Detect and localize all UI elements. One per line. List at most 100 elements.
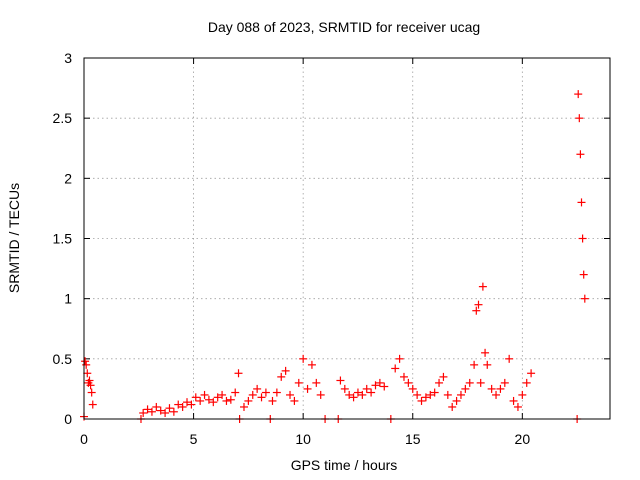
data-point <box>316 390 325 399</box>
x-tick-label: 0 <box>80 431 88 447</box>
data-point <box>231 388 240 397</box>
data-point <box>509 396 518 405</box>
data-point <box>413 390 422 399</box>
data-point <box>196 396 205 405</box>
data-point <box>234 369 243 378</box>
y-tick-label: 1.5 <box>53 231 73 247</box>
data-point <box>349 393 358 402</box>
data-point <box>277 372 286 381</box>
data-point <box>200 390 209 399</box>
data-point <box>353 388 362 397</box>
data-point <box>82 360 91 369</box>
data-point <box>165 404 174 413</box>
data-point <box>456 390 465 399</box>
data-point <box>404 378 413 387</box>
data-point <box>522 378 531 387</box>
data-point <box>496 384 505 393</box>
data-point <box>362 384 371 393</box>
data-point <box>86 381 95 390</box>
data-point <box>574 90 583 99</box>
data-point <box>358 390 367 399</box>
data-point <box>261 388 270 397</box>
data-point <box>435 378 444 387</box>
chart-title: Day 088 of 2023, SRMTID for receiver uca… <box>208 19 480 35</box>
data-point <box>178 402 187 411</box>
data-point <box>443 390 452 399</box>
data-point <box>371 381 380 390</box>
x-tick-label: 20 <box>515 431 531 447</box>
data-point <box>513 402 522 411</box>
data-point <box>439 372 448 381</box>
data-point <box>395 354 404 363</box>
data-point <box>218 390 227 399</box>
data-point <box>139 408 148 417</box>
data-point <box>576 150 585 159</box>
data-point <box>417 396 426 405</box>
x-tick-label: 15 <box>405 431 421 447</box>
data-point <box>505 354 514 363</box>
data-point <box>248 390 257 399</box>
x-axis-label: GPS time / hours <box>291 457 398 473</box>
grid-lines <box>84 58 610 419</box>
data-point <box>204 395 213 404</box>
data-point <box>239 402 248 411</box>
data-point <box>161 408 170 417</box>
data-point <box>345 390 354 399</box>
y-axis-label: SRMTID / TECUs <box>6 183 22 293</box>
data-point <box>290 396 299 405</box>
y-tick-label: 0.5 <box>53 351 73 367</box>
data-point <box>143 405 152 414</box>
data-point <box>87 388 96 397</box>
data-point <box>579 270 588 279</box>
data-point <box>465 378 474 387</box>
data-point <box>580 294 589 303</box>
data-point <box>299 354 308 363</box>
y-tick-label: 2.5 <box>53 110 73 126</box>
x-tick-label: 5 <box>190 431 198 447</box>
data-point <box>156 406 165 415</box>
data-point <box>478 282 487 291</box>
data-point <box>527 369 536 378</box>
data-point <box>312 378 321 387</box>
data-point <box>303 384 312 393</box>
data-point <box>340 384 349 393</box>
data-point <box>426 390 435 399</box>
y-tick-label: 1 <box>64 291 72 307</box>
data-point <box>88 400 97 409</box>
data-point <box>474 300 483 309</box>
data-point <box>147 407 156 416</box>
axis-ticks: 0 5 10 15 20 0 0.5 1 1.5 2 2.5 3 <box>53 50 610 447</box>
data-point <box>492 390 501 399</box>
data-point <box>83 369 92 378</box>
y-tick-label: 3 <box>64 50 72 66</box>
data-point <box>294 378 303 387</box>
y-tick-label: 0 <box>64 411 72 427</box>
data-point <box>286 390 295 399</box>
data-point <box>174 400 183 409</box>
data-point <box>187 400 196 409</box>
data-point <box>81 357 90 366</box>
data-point <box>380 382 389 391</box>
data-point <box>375 378 384 387</box>
plot-frame <box>83 57 611 420</box>
data-point <box>448 402 457 411</box>
data-point <box>222 396 231 405</box>
data-point <box>226 395 235 404</box>
data-point <box>430 388 439 397</box>
data-point <box>281 366 290 375</box>
data-point <box>391 364 400 373</box>
data-point <box>483 360 492 369</box>
data-point <box>85 376 94 385</box>
data-point <box>253 384 262 393</box>
data-point <box>577 198 586 207</box>
y-tick-label: 2 <box>64 170 72 186</box>
data-point <box>399 372 408 381</box>
data-point <box>257 393 266 402</box>
data-point <box>518 390 527 399</box>
data-point <box>470 360 479 369</box>
x-tick-label: 10 <box>295 431 311 447</box>
data-point <box>169 407 178 416</box>
data-point <box>461 384 470 393</box>
data-point <box>421 393 430 402</box>
